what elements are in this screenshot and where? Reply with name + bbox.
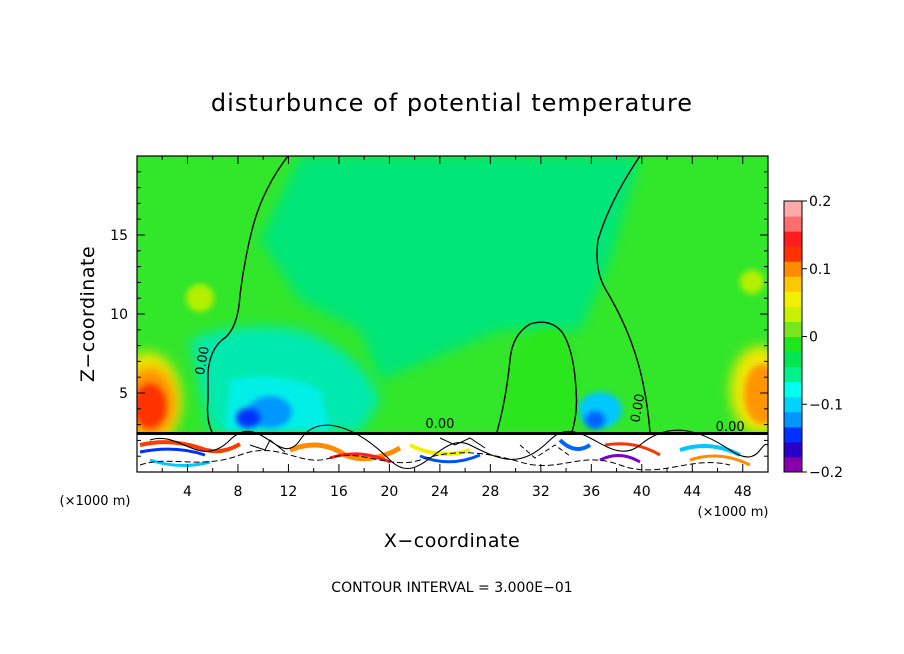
- y-axis: 5 10 15: [110, 171, 768, 457]
- y-tick-label: 15: [110, 228, 128, 244]
- colorbar-swatch: [784, 366, 802, 383]
- colorbar-swatch: [784, 456, 802, 473]
- negative-region: [260, 156, 640, 380]
- x-tick-label: 12: [280, 484, 298, 500]
- y-tick-label: 5: [119, 386, 128, 402]
- zero-contours: [206, 156, 651, 433]
- colorbar-tick-label: −0.1: [809, 397, 843, 413]
- colorbar-swatch: [784, 201, 802, 217]
- colorbar-tick-label: 0: [809, 330, 818, 346]
- x-tick-label: 28: [481, 484, 499, 500]
- colorbar-swatch: [784, 246, 802, 262]
- positive-plume: [500, 328, 577, 430]
- colorbar-swatch: [784, 381, 802, 398]
- y-axis-title: Z−coordinate: [77, 246, 99, 382]
- colorbar-tick-label: −0.2: [809, 465, 843, 481]
- x-tick-label: 40: [633, 484, 651, 500]
- colorbar-swatch: [784, 231, 802, 247]
- x-tick-label: 8: [233, 484, 242, 500]
- x-axis: 4 8 12 16 20 24 28 32 36 40 44 48: [161, 156, 752, 500]
- x-tick-label: 24: [431, 484, 449, 500]
- cold-anomaly: [585, 411, 605, 429]
- colorbar-swatch: [784, 426, 802, 443]
- colorbar-swatch: [784, 321, 802, 337]
- colorbar-swatch: [784, 441, 802, 458]
- x-tick-label: 48: [734, 484, 752, 500]
- colorbar-swatch: [784, 396, 802, 413]
- y-tick-label: 10: [110, 307, 128, 323]
- colorbar-swatch: [784, 291, 802, 307]
- colorbar-swatch: [784, 336, 802, 353]
- x-tick-label: 36: [582, 484, 600, 500]
- surface-turbulence: [137, 424, 768, 471]
- x-tick-label: 4: [183, 484, 192, 500]
- contour-label: 0.00: [628, 393, 648, 424]
- contour-interval-note: CONTOUR INTERVAL = 3.000E−01: [331, 580, 572, 596]
- colorbar-tick-label: 0.1: [809, 262, 831, 278]
- warm-anomaly-right: [744, 364, 768, 424]
- warm-anomaly-left: [137, 384, 166, 428]
- warm-spot: [186, 284, 214, 312]
- contour-label: 0.00: [425, 417, 454, 432]
- colorbar-swatch: [784, 351, 802, 368]
- colorbar-tick-label: 0.2: [809, 194, 831, 210]
- colorbar: 0.2 0.1 0 −0.1 −0.2: [783, 194, 843, 481]
- colorbar-swatch: [784, 411, 802, 428]
- x-axis-title: X−coordinate: [384, 530, 520, 552]
- chart-title: disturbunce of potential temperature: [211, 89, 693, 117]
- colorbar-swatch: [784, 261, 802, 277]
- warm-spot: [740, 270, 764, 294]
- colorbar-swatch: [784, 216, 802, 232]
- contour-labels: 0.00 0.00 0.00 0.00: [193, 345, 745, 435]
- x-tick-label: 16: [330, 484, 348, 500]
- plot-area: [137, 156, 768, 472]
- colorbar-swatch: [784, 306, 802, 322]
- x-unit-left: (×1000 m): [60, 494, 131, 509]
- cold-anomaly: [236, 408, 260, 428]
- x-tick-label: 20: [380, 484, 398, 500]
- contour-label: 0.00: [193, 345, 213, 376]
- x-tick-label: 44: [683, 484, 701, 500]
- x-tick-label: 32: [532, 484, 550, 500]
- colorbar-swatch: [784, 276, 802, 292]
- x-unit-right: (×1000 m): [698, 505, 769, 520]
- contour-label: 0.00: [716, 420, 745, 435]
